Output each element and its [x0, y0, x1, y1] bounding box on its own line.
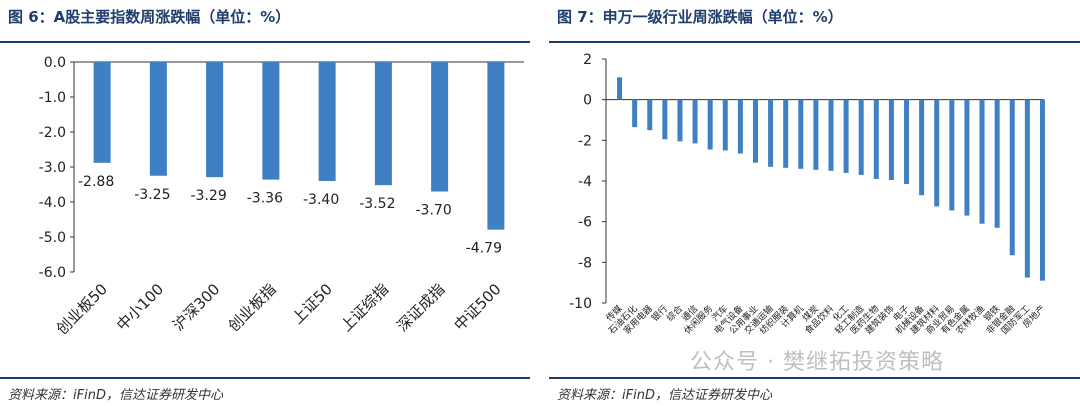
bar	[904, 99, 910, 185]
y-tick-label: -6	[578, 215, 592, 231]
y-tick-label: -1.0	[39, 90, 66, 106]
data-label: -3.52	[359, 196, 395, 212]
bar	[1024, 99, 1030, 278]
data-label: -2.88	[78, 174, 114, 190]
bar	[722, 99, 728, 151]
y-tick-label: -4.0	[39, 195, 66, 211]
x-tick-label: 上证50	[289, 280, 336, 327]
y-tick-label: -2.0	[39, 125, 66, 141]
y-tick-label: -2	[578, 133, 592, 149]
y-tick-label: -3.0	[39, 160, 66, 176]
left-bottom-rule	[0, 377, 530, 379]
right-chart-title: 图 7：申万一级行业周涨跌幅（单位：%）	[557, 8, 843, 26]
bar	[632, 99, 638, 128]
bar	[964, 99, 970, 216]
bar	[979, 99, 985, 224]
right-top-rule	[549, 41, 1080, 43]
x-tick-label: 上证综指	[337, 280, 392, 335]
y-tick-label: -8	[578, 255, 592, 271]
bar	[813, 99, 819, 170]
bar	[262, 62, 280, 180]
bar	[647, 99, 653, 131]
bar	[828, 99, 834, 171]
x-tick-label: 创业板50	[53, 280, 111, 338]
bar	[934, 99, 940, 207]
y-tick-label: -4	[578, 174, 592, 190]
left-source-note: 资料来源：iFinD，信达证券研发中心	[8, 388, 223, 403]
bar	[783, 99, 789, 168]
y-tick-label: -10	[569, 296, 592, 312]
y-tick-label: -6.0	[39, 265, 66, 281]
right-chart-panel: 图 7：申万一级行业周涨跌幅（单位：%） 2 0 -2 -4 -6 -8 -10 传媒 石油石化…	[549, 0, 1080, 406]
y-tick-label: 0.0	[44, 55, 66, 71]
x-tick-label: 沪深300	[169, 280, 223, 334]
right-bottom-rule	[549, 377, 1080, 379]
left-chart-title: 图 6：A股主要指数周涨跌幅（单位：%）	[8, 8, 291, 26]
y-tick-label: -5.0	[39, 230, 66, 246]
x-tick-label: 创业板指	[225, 280, 280, 335]
index-change-bar-chart: 0.0 -1.0 -2.0 -3.0 -4.0 -5.0 -6.0 -2.88 创业板50 -3.…	[39, 55, 524, 338]
y-tick-label: 0	[583, 93, 592, 109]
bar	[737, 99, 743, 154]
bar	[858, 99, 864, 175]
data-label: -3.36	[247, 191, 283, 207]
data-label: -3.29	[191, 188, 227, 204]
y-tick-label: 2	[583, 52, 592, 68]
x-tick-label: 中小100	[113, 280, 167, 334]
bar	[1039, 99, 1045, 281]
left-chart-panel: 图 6：A股主要指数周涨跌幅（单位：%） 0.0 -1.0 -2.0 -3.0 -4.0…	[0, 0, 530, 406]
data-label: -3.25	[134, 187, 170, 203]
bar	[752, 99, 758, 163]
bar	[919, 99, 925, 196]
bar	[994, 99, 1000, 228]
bar	[798, 99, 804, 169]
bar	[768, 99, 774, 167]
bar	[93, 62, 111, 163]
left-top-rule	[0, 41, 530, 43]
bar	[374, 62, 392, 186]
industry-change-bar-chart: 20-2-4-6-8-10传媒石油石化家用电器银行综合通信休闲服务汽车电气设备公…	[569, 52, 1047, 337]
data-label: -3.70	[416, 203, 452, 219]
bar	[707, 99, 713, 150]
bar	[888, 99, 894, 180]
bar	[1009, 99, 1015, 256]
bar	[206, 62, 224, 178]
right-source-note: 资料来源：iFinD，信达证券研发中心	[557, 388, 772, 403]
x-tick-label: 中证500	[451, 280, 505, 334]
bar	[318, 62, 336, 181]
bar	[487, 62, 505, 230]
bar	[692, 99, 698, 144]
bar	[843, 99, 849, 173]
bar	[873, 99, 879, 179]
watermark-text: 公众号 · 樊继拓投资策略	[690, 350, 944, 375]
data-label: -3.40	[303, 192, 339, 208]
data-label: -4.79	[466, 241, 502, 257]
bar	[149, 62, 167, 176]
bar	[677, 99, 683, 142]
bar	[431, 62, 449, 192]
x-tick-label: 深证成指	[393, 280, 448, 335]
bar	[662, 99, 668, 140]
bar	[949, 99, 955, 211]
bar	[617, 77, 623, 100]
